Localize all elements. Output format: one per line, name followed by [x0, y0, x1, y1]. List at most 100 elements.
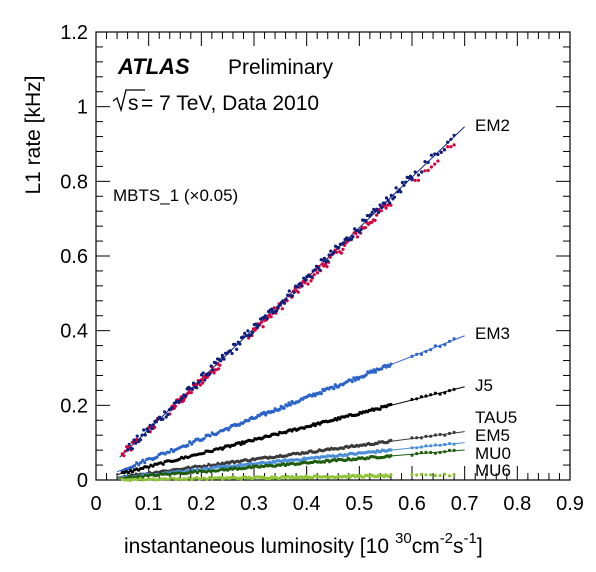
data-point — [325, 265, 329, 269]
data-point — [429, 450, 433, 455]
sqrt-sign — [112, 89, 145, 113]
data-point — [122, 454, 126, 458]
data-point — [373, 370, 378, 374]
data-point — [247, 336, 251, 340]
data-point — [452, 133, 456, 137]
data-point — [419, 451, 423, 455]
data-point — [191, 381, 196, 385]
data-point — [179, 478, 183, 482]
data-point — [287, 289, 291, 293]
data-point — [402, 183, 406, 187]
data-point — [384, 206, 388, 210]
data-point — [399, 190, 403, 194]
data-point — [438, 392, 442, 396]
data-point — [438, 344, 442, 348]
data-point — [271, 410, 275, 414]
data-point — [369, 213, 373, 217]
data-point — [201, 381, 205, 385]
data-point — [128, 478, 132, 482]
x-axis-label-main: instantaneous luminosity [10 — [124, 535, 389, 558]
data-point — [177, 457, 182, 461]
data-point — [145, 427, 149, 431]
data-point — [364, 219, 368, 223]
data-point — [175, 471, 179, 475]
data-point — [433, 344, 437, 348]
data-point — [300, 284, 304, 288]
data-point — [246, 329, 250, 333]
data-point — [364, 373, 368, 377]
data-point — [376, 210, 381, 215]
data-point — [452, 430, 456, 434]
data-point — [195, 467, 199, 471]
data-point — [350, 380, 354, 384]
data-point — [312, 273, 316, 277]
data-point — [452, 473, 456, 477]
data-point — [143, 461, 147, 465]
atlas-title: ATLAS — [117, 54, 190, 79]
series-label-em2: EM2 — [475, 116, 510, 135]
data-point — [335, 250, 339, 254]
data-point — [379, 209, 383, 213]
data-point — [192, 440, 196, 444]
data-point — [218, 363, 222, 367]
data-point — [306, 282, 310, 286]
data-point — [438, 450, 442, 455]
data-point — [182, 472, 186, 476]
data-point — [384, 196, 389, 200]
data-point — [161, 477, 165, 481]
data-point — [257, 323, 261, 327]
data-point — [218, 476, 222, 480]
data-point — [433, 473, 437, 478]
data-point — [416, 173, 421, 177]
data-point — [436, 159, 440, 163]
data-points — [120, 133, 456, 482]
data-point — [387, 364, 391, 368]
data-point — [429, 165, 433, 169]
data-point — [166, 413, 170, 417]
data-point — [154, 420, 159, 424]
data-point — [261, 325, 265, 329]
data-point — [216, 431, 220, 435]
data-point — [357, 230, 361, 234]
data-point — [410, 453, 414, 457]
data-point — [209, 364, 213, 368]
data-point — [220, 353, 224, 357]
data-point — [151, 423, 155, 427]
data-point — [153, 425, 157, 429]
data-point — [370, 370, 374, 374]
data-point — [345, 236, 349, 240]
data-point — [265, 317, 269, 321]
data-point — [272, 306, 276, 310]
data-point — [419, 395, 423, 399]
data-point — [394, 186, 398, 190]
data-point — [203, 378, 207, 382]
y-tick-label: 0 — [77, 470, 88, 492]
data-point — [275, 309, 279, 313]
data-point — [449, 137, 453, 141]
y-tick-label: 0.4 — [60, 321, 88, 343]
data-point — [173, 467, 177, 472]
data-point — [315, 271, 319, 275]
data-point — [447, 389, 452, 393]
data-point — [195, 386, 199, 390]
data-point — [205, 477, 209, 481]
data-point — [233, 342, 237, 346]
data-point — [155, 455, 159, 459]
data-point — [235, 347, 239, 351]
data-point — [149, 477, 153, 481]
data-point — [303, 281, 307, 285]
data-point — [433, 152, 437, 156]
data-point — [327, 253, 331, 257]
data-point — [138, 438, 143, 442]
data-point — [290, 294, 295, 298]
data-point — [204, 466, 209, 471]
data-point — [410, 178, 414, 182]
series-label-tau5: TAU5 — [475, 408, 517, 427]
data-point — [420, 170, 424, 174]
x-tick-label: 0 — [90, 493, 101, 515]
data-point — [288, 403, 292, 407]
series-label-em5: EM5 — [475, 426, 510, 445]
data-point — [219, 359, 223, 363]
data-point — [303, 278, 307, 282]
